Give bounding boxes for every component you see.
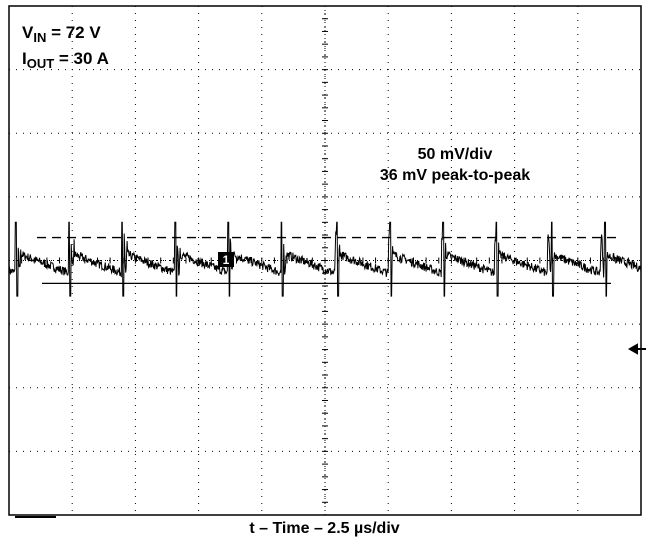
vin-symbol: V [22,23,34,42]
vin-condition: VIN = 72 V [22,23,101,45]
channel-1-marker: 1 [218,252,234,267]
trigger-level-arrow-icon [627,343,646,355]
ripple-waveform [8,221,642,297]
ripple-annotation: 36 mV peak-to-peak [379,167,531,184]
x-axis-label: t – Time – 2.5 µs/div [249,520,400,537]
iout-condition: IOUT = 30 A [22,49,109,71]
vin-value: = 72 V [46,23,101,42]
scope-grid [8,5,642,516]
scale-annotation: 50 mV/div [417,146,493,163]
channel-1-label: 1 [223,253,230,267]
iout-symbol: I [22,49,27,68]
iout-value: = 30 A [54,49,109,68]
iout-subscript: OUT [26,56,55,71]
vin-subscript: IN [33,30,47,45]
